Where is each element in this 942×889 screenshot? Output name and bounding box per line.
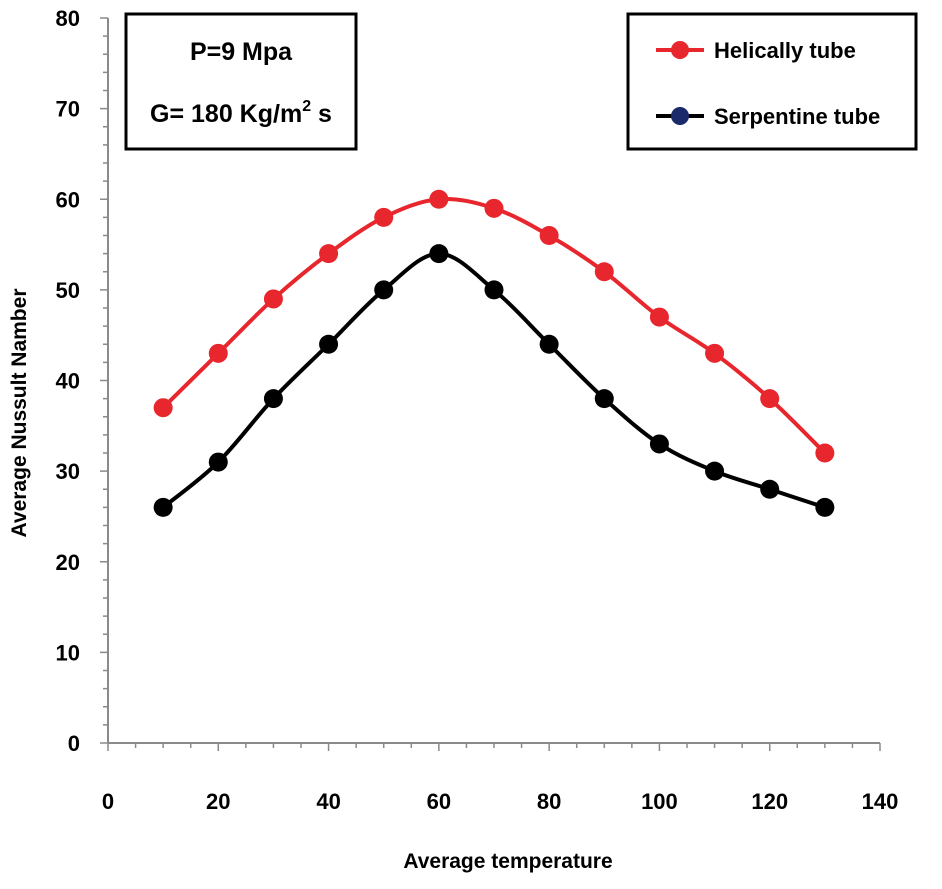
helically-tube-point bbox=[429, 189, 449, 209]
y-tick-label: 50 bbox=[56, 278, 80, 303]
helically-tube-point bbox=[153, 398, 173, 418]
annotation-mass-flux-prefix: G= 180 Kg/m bbox=[150, 100, 302, 128]
x-tick-label: 120 bbox=[751, 789, 788, 814]
serpentine-tube-point bbox=[374, 280, 394, 300]
serpentine-tube-point bbox=[208, 452, 228, 472]
legend: Helically tube Serpentine tube bbox=[626, 12, 918, 151]
y-axis-title: Average Nussult Namber bbox=[8, 289, 31, 538]
serpentine-tube-point bbox=[153, 497, 173, 517]
legend-box bbox=[626, 12, 918, 151]
serpentine-tube-point bbox=[649, 434, 669, 454]
legend-serpentine-marker bbox=[671, 107, 689, 125]
helically-tube-point bbox=[705, 343, 725, 363]
x-tick-label: 100 bbox=[641, 789, 678, 814]
axes: 0 20 40 60 80 100 120 140 0 10 20 30 40 50 60 70 80 bbox=[56, 6, 899, 814]
x-tick-label: 80 bbox=[537, 789, 561, 814]
serpentine-tube-point bbox=[815, 497, 835, 517]
helically-tube-point bbox=[263, 289, 283, 309]
y-tick-label: 60 bbox=[56, 187, 80, 212]
serpentine-tube-point bbox=[594, 389, 614, 409]
helically-tube-point bbox=[208, 343, 228, 363]
annotation-mass-flux-suffix: s bbox=[311, 100, 332, 128]
helically-tube-line bbox=[161, 196, 827, 455]
y-tick-label: 10 bbox=[56, 640, 80, 665]
x-tick-label: 140 bbox=[862, 789, 899, 814]
legend-helically-marker bbox=[671, 41, 689, 59]
x-tick-label: 60 bbox=[427, 789, 451, 814]
y-tick-label: 40 bbox=[56, 369, 80, 394]
series-layer bbox=[153, 189, 835, 517]
x-tick-label: 20 bbox=[206, 789, 230, 814]
annotation-mass-flux-sup: 2 bbox=[302, 98, 311, 115]
helically-tube-point bbox=[760, 389, 780, 409]
serpentine-tube-point bbox=[263, 389, 283, 409]
x-ticks: 0 20 40 60 80 100 120 140 bbox=[102, 743, 898, 814]
helically-tube-point bbox=[374, 207, 394, 227]
annotation-mass-flux: G= 180 Kg/m2 s bbox=[150, 98, 332, 128]
helically-tube-point bbox=[539, 226, 559, 245]
x-tick-label: 0 bbox=[102, 789, 114, 814]
annotation-box bbox=[124, 12, 358, 151]
serpentine-tube-point bbox=[429, 244, 449, 264]
annotation-pressure: P=9 Mpa bbox=[190, 38, 293, 66]
serpentine-tube-point bbox=[760, 479, 780, 499]
x-axis-title: Average temperature bbox=[403, 850, 612, 873]
serpentine-tube-point bbox=[319, 334, 339, 354]
y-ticks: 0 10 20 30 40 50 60 70 80 bbox=[56, 6, 108, 756]
helically-tube-point bbox=[815, 443, 835, 463]
legend-serpentine-label: Serpentine tube bbox=[714, 104, 880, 129]
serpentine-tube-point bbox=[705, 461, 725, 481]
helically-tube-point bbox=[484, 198, 504, 218]
y-tick-label: 30 bbox=[56, 459, 80, 484]
legend-helically-label: Helically tube bbox=[714, 38, 856, 63]
y-tick-label: 80 bbox=[56, 6, 80, 31]
condition-annotation: P=9 Mpa G= 180 Kg/m2 s bbox=[124, 12, 358, 151]
x-tick-label: 40 bbox=[316, 789, 340, 814]
y-tick-label: 20 bbox=[56, 550, 80, 575]
serpentine-tube-point bbox=[539, 334, 559, 354]
y-tick-label: 70 bbox=[56, 97, 80, 122]
y-tick-label: 0 bbox=[68, 731, 80, 756]
helically-tube-point bbox=[319, 244, 339, 264]
helically-tube-point bbox=[649, 307, 669, 327]
serpentine-tube-point bbox=[484, 280, 504, 300]
helically-tube-point bbox=[594, 262, 614, 282]
